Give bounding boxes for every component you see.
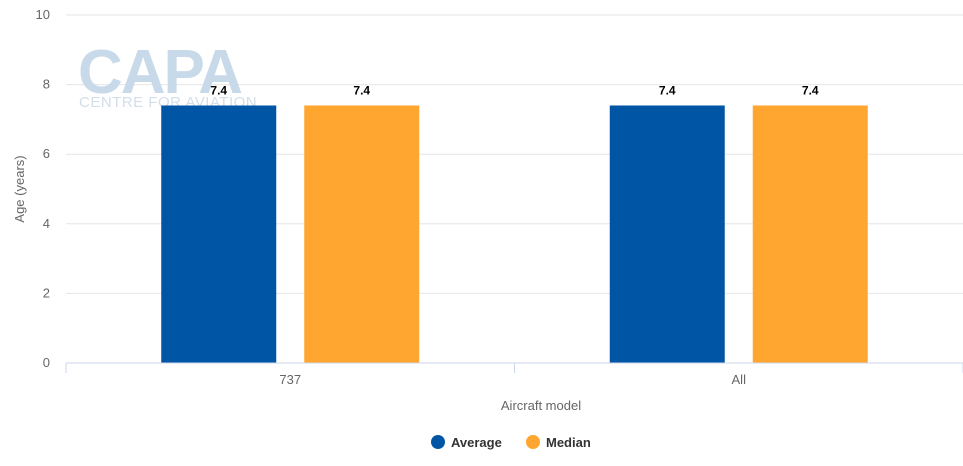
y-tick-label: 0: [43, 355, 50, 370]
legend-marker: [526, 435, 540, 449]
y-tick-label: 4: [43, 216, 50, 231]
capa-watermark: CAPA CENTRE FOR AVIATION: [78, 38, 257, 111]
x-tick-label: All: [732, 372, 747, 387]
data-label: 7.4: [802, 83, 819, 97]
data-labels: 7.4 7.4 7.4 7.4: [210, 83, 819, 97]
y-tick-label: 2: [43, 285, 50, 300]
data-label: 7.4: [210, 83, 227, 97]
bar-median-all[interactable]: [752, 105, 868, 363]
legend[interactable]: Average Median: [431, 435, 591, 450]
data-label: 7.4: [353, 83, 370, 97]
bar-average-all[interactable]: [609, 105, 725, 363]
bar-median-737[interactable]: [304, 105, 420, 363]
y-tick-label: 6: [43, 146, 50, 161]
watermark-brand: CAPA: [78, 38, 242, 107]
y-tick-label: 8: [43, 77, 50, 92]
bar-average-737[interactable]: [161, 105, 277, 363]
x-axis-title: Aircraft model: [501, 398, 581, 413]
x-axis: 737 All: [65, 362, 963, 387]
legend-label: Median: [546, 435, 591, 450]
bars: [161, 105, 868, 363]
y-tick-label: 10: [36, 7, 50, 22]
legend-label: Average: [451, 435, 502, 450]
data-label: 7.4: [659, 83, 676, 97]
legend-marker: [431, 435, 445, 449]
legend-item-average[interactable]: Average: [431, 435, 502, 450]
x-tick-label: 737: [279, 372, 301, 387]
legend-item-median[interactable]: Median: [526, 435, 591, 450]
y-axis-ticks: 0 2 4 6 8 10: [36, 7, 50, 370]
y-axis-title: Age (years): [12, 155, 27, 222]
